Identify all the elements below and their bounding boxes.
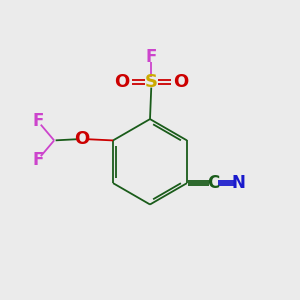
Text: F: F [32,112,44,130]
Text: F: F [146,48,157,66]
Text: C: C [207,174,220,192]
Text: O: O [114,73,130,91]
Text: F: F [32,151,44,169]
Text: N: N [232,174,245,192]
Text: O: O [74,130,90,148]
Text: O: O [173,73,188,91]
Text: S: S [145,73,158,91]
